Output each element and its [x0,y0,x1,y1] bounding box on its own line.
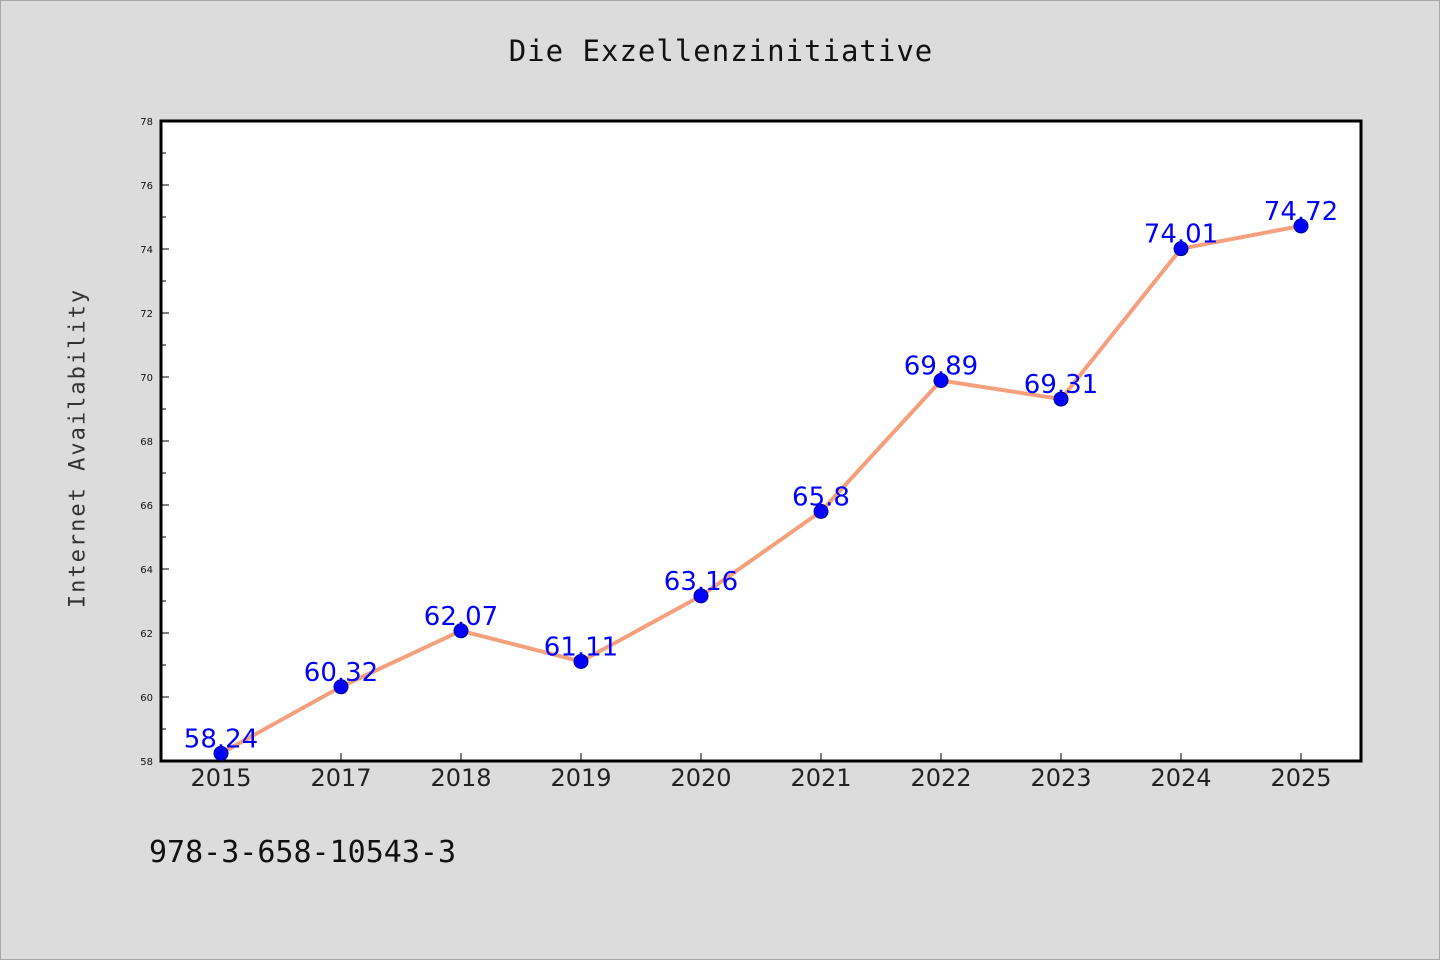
data-point [1173,241,1189,257]
y-tick-label: 62 [140,629,153,640]
data-point [933,373,949,389]
data-label: 65.8 [792,482,850,512]
y-tick-label: 68 [140,437,153,448]
data-point [453,623,469,639]
y-tick-label: 66 [140,501,153,512]
data-label: 63.16 [664,567,738,597]
x-tick-label: 2017 [310,764,371,792]
y-tick-label: 76 [140,181,153,192]
data-point [333,679,349,695]
y-tick-label: 58 [140,757,153,768]
data-label: 69.31 [1024,370,1098,400]
plot-area [159,119,1363,763]
x-tick-label: 2021 [790,764,851,792]
data-point [813,503,829,519]
x-tick-label: 2018 [430,764,491,792]
x-tick-label: 2022 [910,764,971,792]
data-point [213,745,229,761]
data-point [1053,391,1069,407]
x-tick-label: 2025 [1270,764,1331,792]
data-label: 61.11 [544,632,618,662]
data-label: 58.24 [184,724,258,754]
y-tick-label: 64 [140,565,153,576]
x-tick-label: 2015 [190,764,251,792]
y-tick-label: 70 [140,373,153,384]
series-line [219,223,1303,756]
x-tick-label: 2019 [550,764,611,792]
y-tick-label: 72 [140,309,153,320]
data-label: 69.89 [904,352,978,382]
data-point [693,588,709,604]
y-tick-label: 74 [140,245,153,256]
y-tick-label: 60 [140,693,153,704]
x-tick-label: 2020 [670,764,731,792]
data-point [1293,218,1309,234]
data-label: 60.32 [304,658,378,688]
x-tick-label: 2024 [1150,764,1211,792]
y-tick-label: 78 [140,117,153,128]
data-label: 74.01 [1144,220,1218,250]
data-point [573,653,589,669]
x-tick-label: 2023 [1030,764,1091,792]
data-label: 62.07 [424,602,498,632]
isbn-text: 978-3-658-10543-3 [149,835,457,870]
chart-title: Die Exzellenzinitiative [508,34,934,68]
data-label: 74.72 [1264,197,1338,227]
